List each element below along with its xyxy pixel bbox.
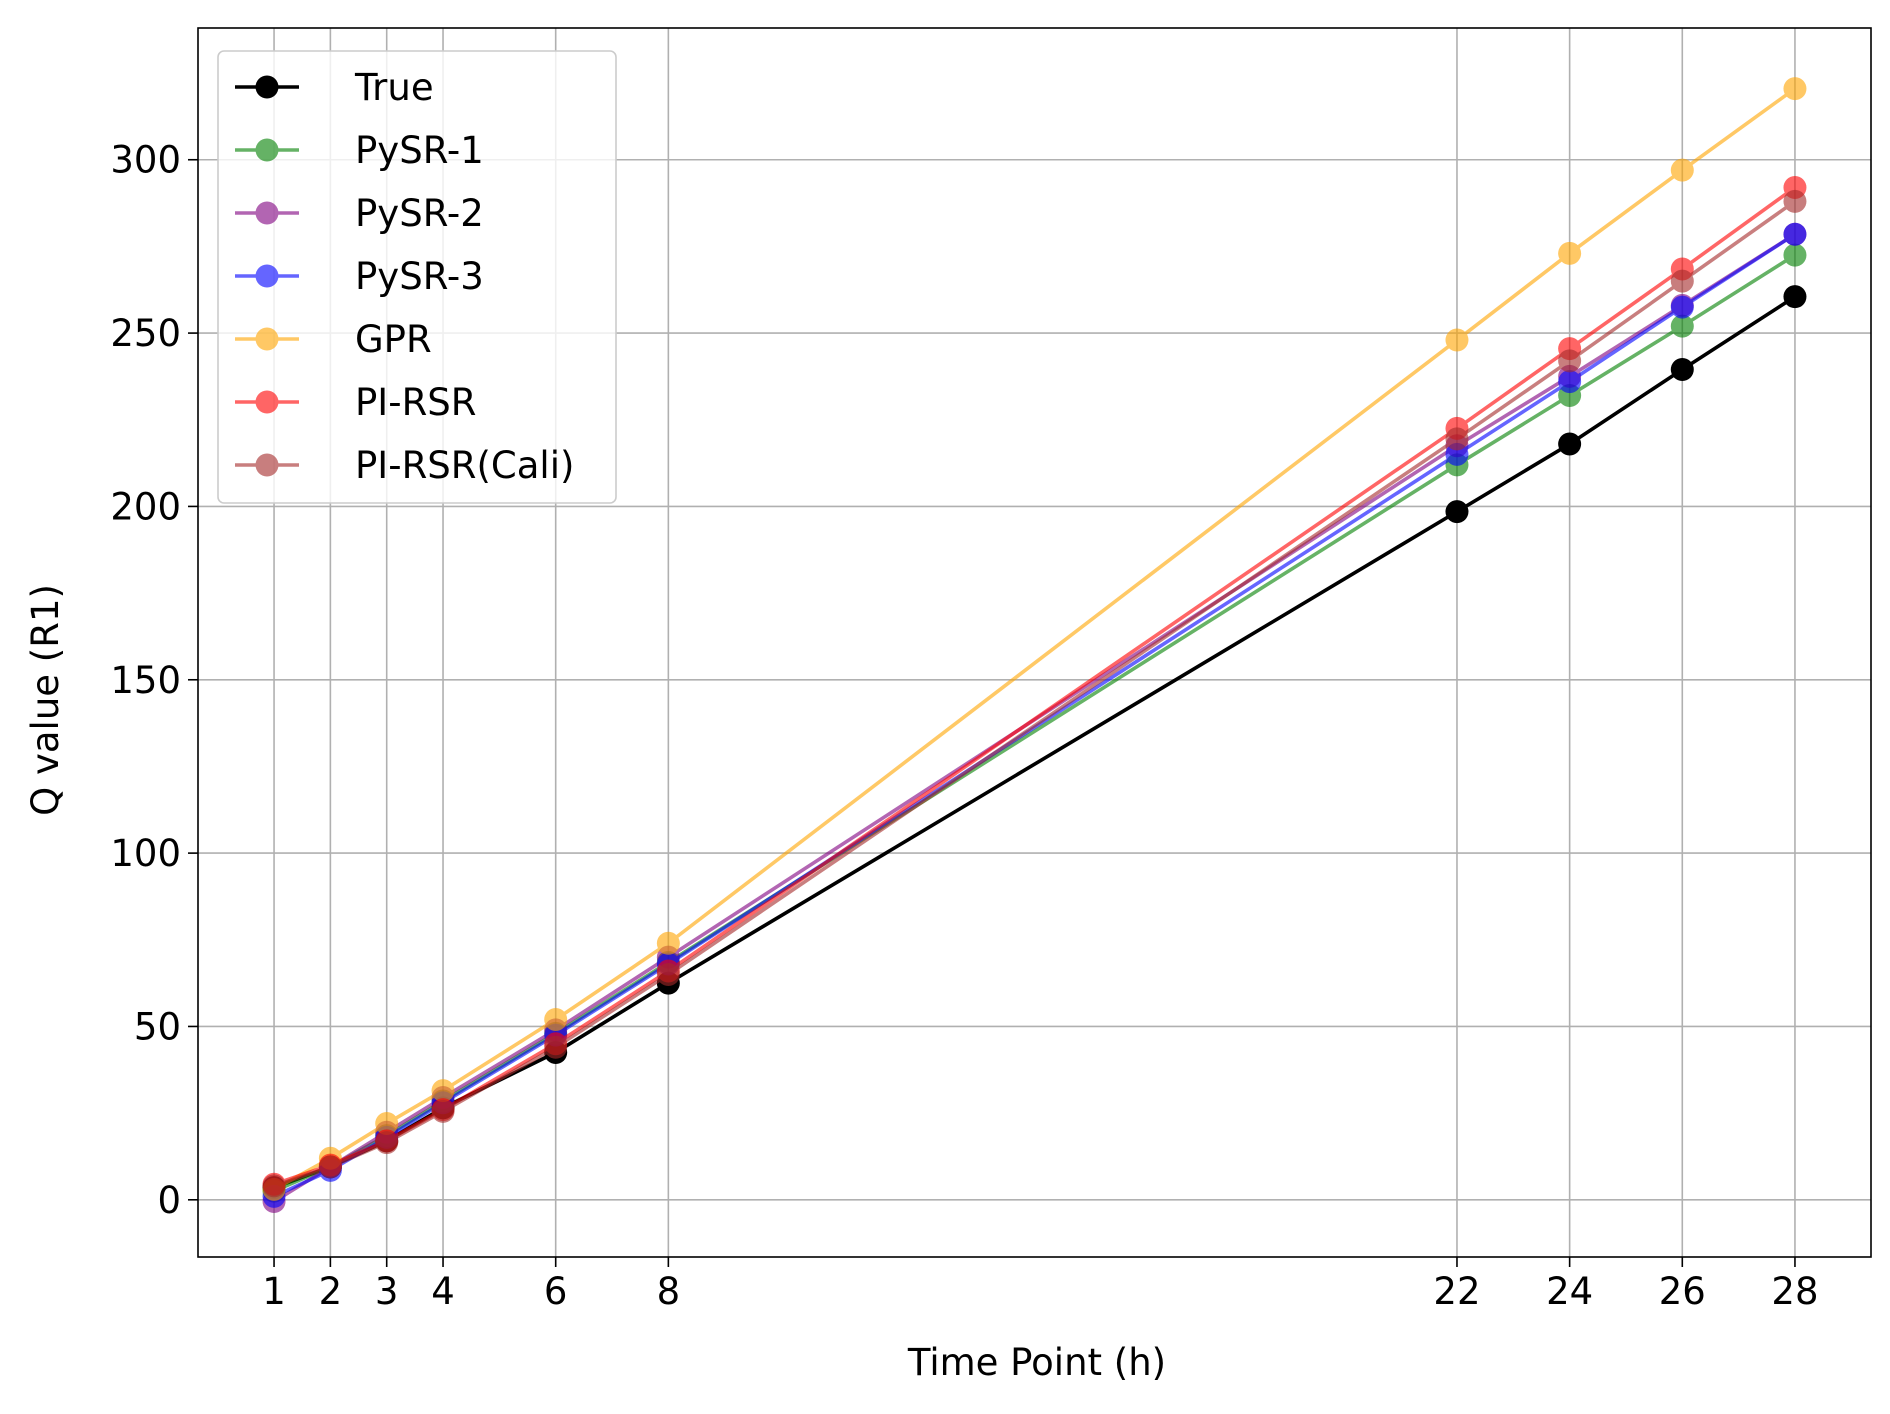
data-point [1558, 349, 1582, 373]
legend-swatch [235, 264, 299, 288]
x-tick-label: 2 [319, 1270, 343, 1313]
legend-item: PySR-2 [235, 192, 484, 235]
x-axis-label: Time Point (h) [907, 1341, 1166, 1384]
x-tick-label: 26 [1659, 1270, 1706, 1313]
data-point [1783, 243, 1807, 267]
data-point [431, 1079, 455, 1103]
y-axis-label: Q value (R1) [24, 584, 67, 816]
data-point [544, 1035, 568, 1059]
y-tick-label: 50 [134, 1005, 181, 1048]
data-point [656, 931, 680, 955]
x-tick-label: 8 [657, 1270, 681, 1313]
data-point [1558, 241, 1582, 265]
x-tick-label: 4 [431, 1270, 455, 1313]
legend-item: PySR-3 [235, 255, 484, 298]
legend: True PySR-1 PySR-2 PySR-3 GPR PI-RSR PI-RSR(Ca… [217, 50, 617, 504]
data-point [1783, 189, 1807, 213]
legend-marker [255, 201, 279, 225]
legend-item: GPR [235, 318, 432, 361]
legend-swatch [235, 390, 299, 414]
legend-marker [255, 75, 279, 99]
series-pi-rsr-cali [262, 189, 1807, 1198]
plot-frame [197, 27, 1872, 1258]
legend-label: PySR-2 [355, 192, 484, 235]
legend-swatch [235, 453, 299, 477]
legend-label: GPR [355, 318, 432, 361]
legend-label: PI-RSR(Cali) [355, 444, 574, 487]
y-tick-label: 100 [110, 832, 181, 875]
data-point [262, 1174, 286, 1198]
data-point [1558, 370, 1582, 394]
series-line [273, 199, 1796, 1188]
legend-item: PySR-1 [235, 129, 484, 172]
data-point [1445, 328, 1469, 352]
y-tick-label: 0 [157, 1179, 181, 1222]
legend-label: PySR-1 [355, 129, 484, 172]
legend-marker [255, 138, 279, 162]
series-layer [262, 77, 1807, 1214]
legend-marker [255, 327, 279, 351]
legend-marker [255, 453, 279, 477]
data-point [375, 1112, 399, 1136]
x-tick-label: 1 [262, 1270, 286, 1313]
axis-ticks: 1 2 3 4 6 8 22 24 26 28 0 50 100 150 200 250 300 [110, 139, 1818, 1313]
data-point [656, 962, 680, 986]
data-point [1558, 432, 1582, 456]
legend-marker [255, 264, 279, 288]
data-point [375, 1131, 399, 1155]
y-tick-label: 150 [110, 659, 181, 702]
legend-swatch [235, 138, 299, 162]
data-point [318, 1155, 342, 1179]
legend-item: PI-RSR [235, 381, 476, 424]
data-point [1445, 427, 1469, 451]
series-line [273, 232, 1796, 1204]
data-point [1783, 222, 1807, 246]
y-tick-label: 250 [110, 312, 181, 355]
legend-swatch [235, 327, 299, 351]
legend-swatch [235, 201, 299, 225]
legend-marker [255, 390, 279, 414]
data-point [1783, 77, 1807, 101]
y-tick-label: 200 [110, 485, 181, 528]
legend-swatch [235, 75, 299, 99]
series-line [273, 87, 1797, 1191]
data-point [1445, 500, 1469, 524]
data-point [1783, 285, 1807, 309]
data-point [1670, 314, 1694, 338]
data-point [544, 1008, 568, 1032]
data-point [1670, 295, 1694, 319]
x-tick-label: 28 [1771, 1270, 1818, 1313]
data-point [1670, 357, 1694, 381]
legend-label: PI-RSR [355, 381, 476, 424]
x-tick-label: 3 [375, 1270, 399, 1313]
legend-label: PySR-3 [355, 255, 484, 298]
data-point [1670, 269, 1694, 293]
y-tick-label: 300 [110, 139, 181, 182]
data-point [431, 1099, 455, 1123]
legend-item: True [235, 66, 434, 109]
x-tick-label: 24 [1546, 1270, 1593, 1313]
x-tick-label: 6 [544, 1270, 568, 1313]
data-point [1670, 158, 1694, 182]
legend-label: True [354, 66, 434, 109]
legend-item: PI-RSR(Cali) [235, 444, 574, 487]
x-tick-label: 22 [1433, 1270, 1480, 1313]
legend-box [217, 50, 617, 504]
